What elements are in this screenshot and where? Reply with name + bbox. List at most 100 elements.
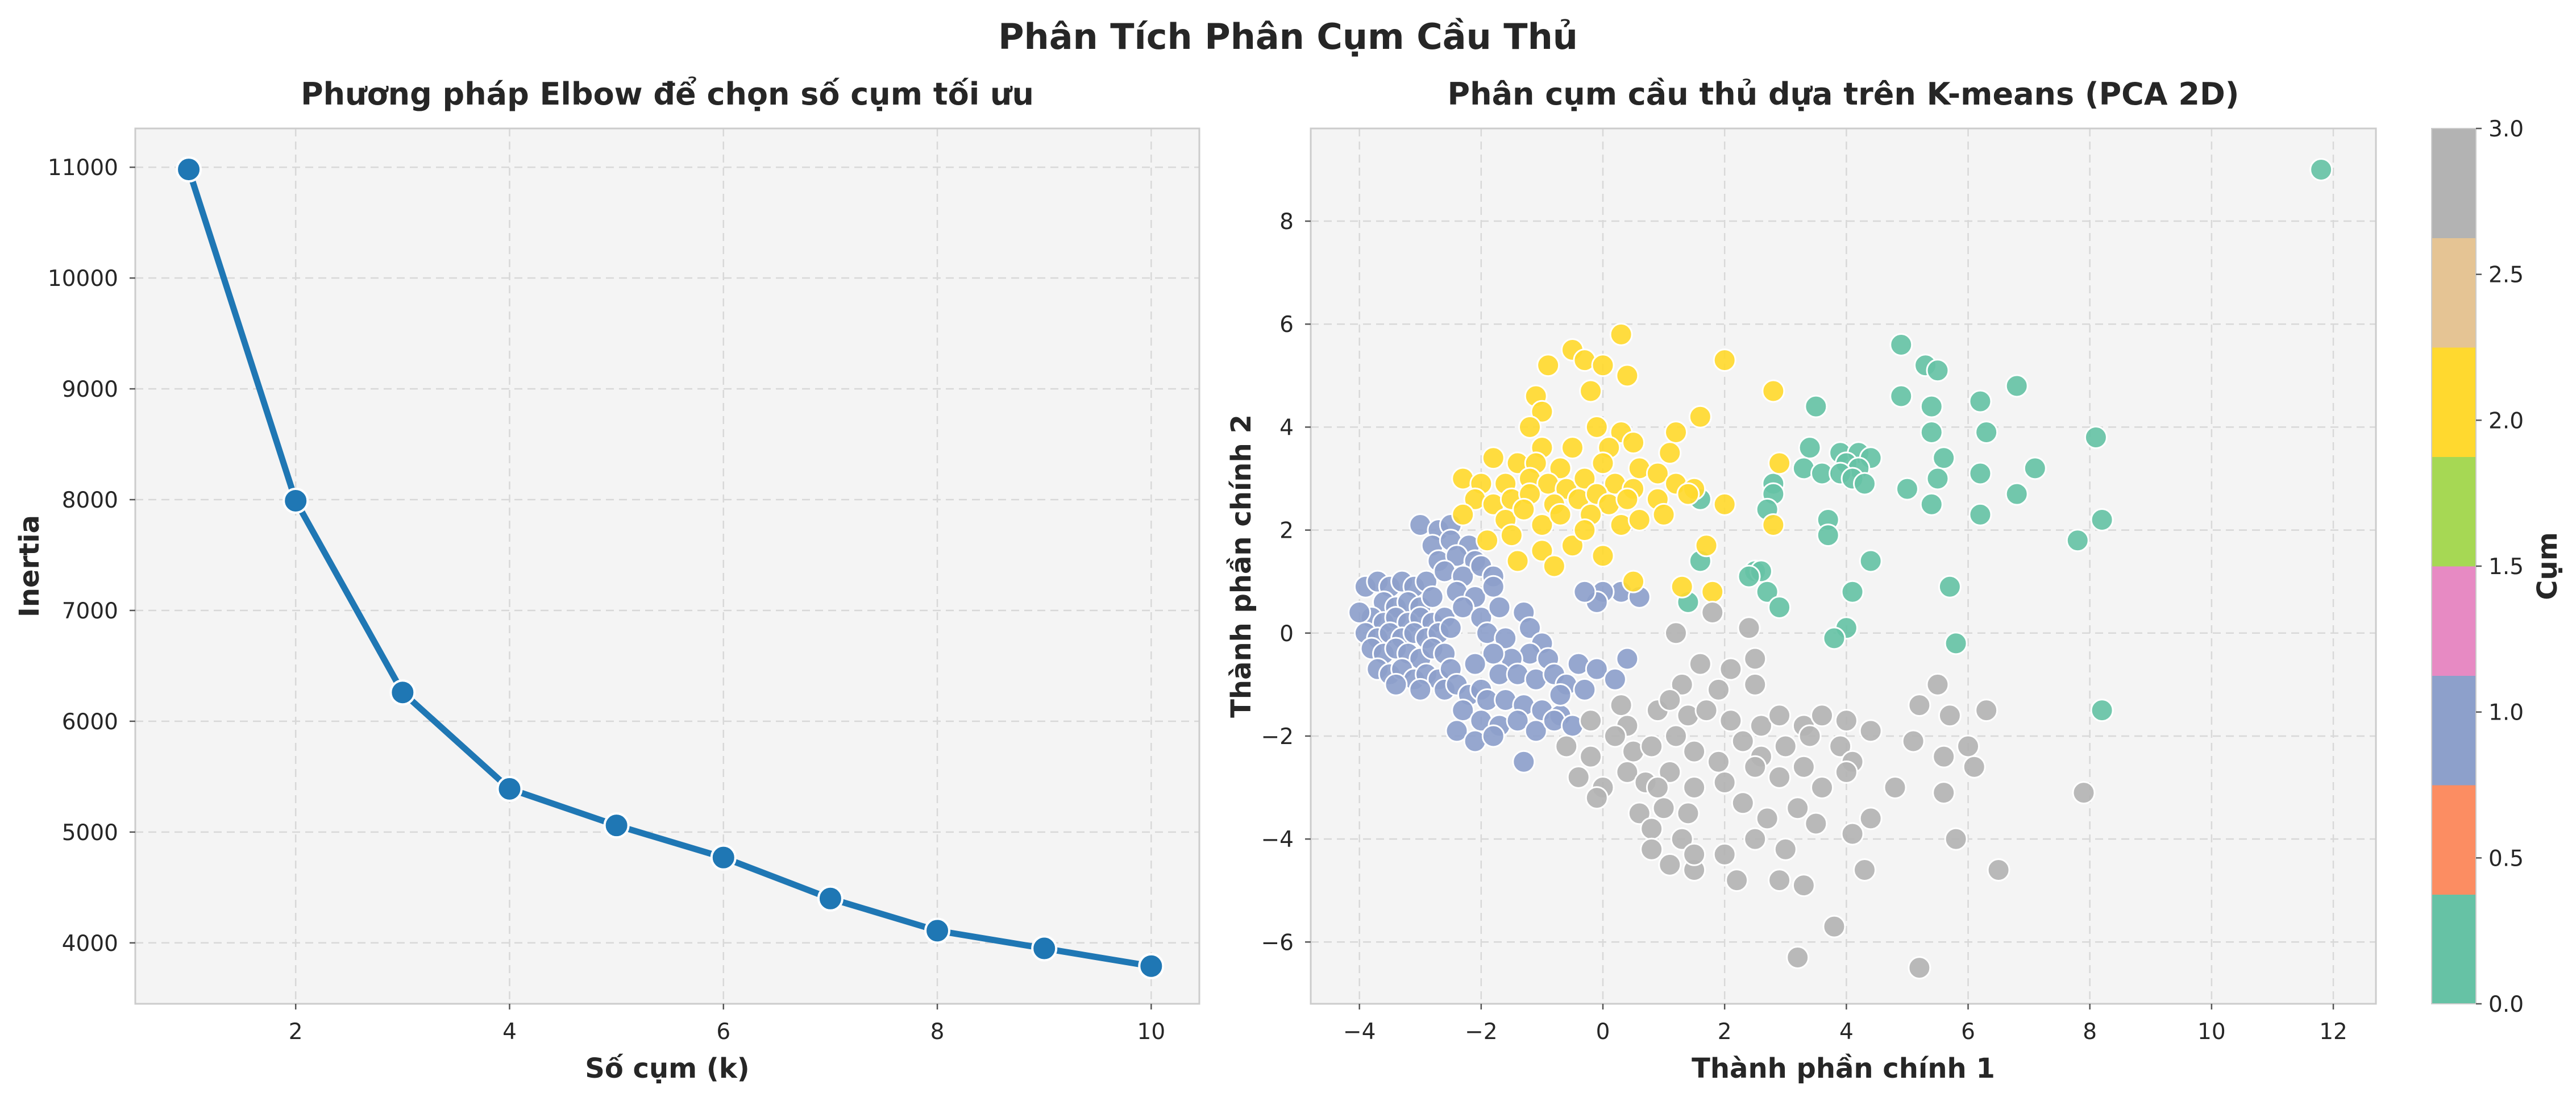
elbow-point (603, 812, 630, 839)
scatter-point-cluster-3 (1658, 853, 1682, 876)
scatter-point-cluster-3 (1755, 807, 1779, 830)
scatter-point-cluster-3 (1975, 699, 1999, 722)
elbow-y-tick-label: 5000 (62, 820, 118, 846)
scatter-point-cluster-3 (1786, 796, 1810, 820)
scatter-point-cluster-3 (1773, 734, 1797, 758)
scatter-point-cluster-2 (1615, 487, 1639, 511)
scatter-point-cluster-3 (1926, 672, 1950, 696)
scatter-point-cluster-3 (1609, 693, 1633, 717)
scatter-point-cluster-2 (1512, 497, 1536, 521)
scatter-point-cluster-1 (1524, 719, 1548, 743)
scatter-point-cluster-2 (1451, 502, 1475, 526)
scatter-point-cluster-3 (1786, 945, 1810, 969)
scatter-point-cluster-3 (1670, 672, 1694, 696)
scatter-point-cluster-2 (1676, 482, 1700, 506)
scatter-point-cluster-2 (1670, 575, 1694, 599)
scatter-point-cluster-1 (1506, 709, 1530, 733)
scatter-point-cluster-3 (1822, 915, 1846, 938)
scatter-point-cluster-2 (1646, 462, 1669, 485)
elbow-x-tick-label: 4 (502, 1019, 517, 1045)
colorbar-tick-label: 0.0 (2488, 992, 2524, 1017)
colorbar-tick-label: 3.0 (2488, 117, 2524, 142)
scatter-point-cluster-2 (1664, 420, 1688, 444)
scatter-point-cluster-3 (1682, 842, 1706, 866)
scatter-point-cluster-2 (1530, 539, 1554, 563)
scatter-point-cluster-2 (1591, 451, 1615, 475)
scatter-point-cluster-0 (1968, 389, 1992, 413)
scatter-point-cluster-3 (1792, 874, 1815, 898)
colorbar-segment (2432, 785, 2476, 895)
scatter-point-cluster-0 (1895, 477, 1919, 501)
scatter-x-tick-label: 10 (2197, 1019, 2226, 1045)
scatter-point-cluster-3 (1682, 776, 1706, 800)
scatter-y-axis-label: Thành phần chính 2 (1225, 414, 1257, 718)
scatter-y-tick-label: −6 (1261, 930, 1294, 955)
scatter-point-cluster-2 (1476, 529, 1499, 552)
scatter-point-cluster-3 (1627, 801, 1651, 825)
scatter-y-tick-label: 2 (1279, 518, 1294, 544)
scatter-point-cluster-2 (1591, 544, 1615, 568)
scatter-point-cluster-0 (1926, 359, 1950, 383)
scatter-point-cluster-3 (1658, 688, 1682, 712)
scatter-point-cluster-3 (1652, 796, 1676, 820)
scatter-point-cluster-3 (1932, 745, 1956, 768)
scatter-point-cluster-3 (1664, 621, 1688, 645)
colorbar-segment (2432, 894, 2476, 1004)
elbow-y-axis: 4000 5000 6000 7000 8000 9000 10000 11000 (48, 155, 135, 957)
scatter-point-cluster-3 (1840, 822, 1864, 846)
scatter-point-cluster-0 (1852, 472, 1876, 496)
scatter-point-cluster-1 (1463, 652, 1487, 676)
scatter-point-cluster-2 (1615, 364, 1639, 388)
scatter-point-cluster-2 (1701, 580, 1725, 604)
elbow-point (389, 679, 416, 706)
elbow-y-tick-label: 4000 (62, 931, 118, 957)
scatter-point-cluster-3 (1579, 709, 1603, 733)
scatter-point-cluster-2 (1652, 502, 1676, 526)
scatter-x-tick-label: 6 (1961, 1019, 1975, 1045)
scatter-point-cluster-0 (1859, 549, 1883, 573)
scatter-point-cluster-2 (1499, 524, 1523, 547)
colorbar-segment (2432, 347, 2476, 457)
scatter-point-cluster-3 (1682, 739, 1706, 763)
scatter-point-cluster-1 (1488, 595, 1511, 619)
scatter-x-tick-label: 0 (1596, 1019, 1610, 1045)
scatter-point-cluster-3 (1713, 770, 1736, 794)
elbow-y-tick-label: 9000 (62, 377, 118, 402)
scatter-point-cluster-0 (1737, 564, 1761, 588)
elbow-series (176, 156, 1165, 979)
scatter-point-cluster-3 (1646, 776, 1669, 800)
colorbar-segment (2432, 128, 2476, 238)
scatter-y-tick-label: 4 (1279, 415, 1294, 441)
scatter-point-cluster-3 (1804, 812, 1828, 836)
scatter-point-cluster-0 (1932, 446, 1956, 470)
scatter-point-cluster-0 (1944, 631, 1968, 655)
scatter-point-cluster-3 (1749, 714, 1773, 738)
scatter-point-cluster-0 (2309, 157, 2333, 181)
colorbar-tick-label: 0.5 (2488, 846, 2524, 871)
scatter-point-cluster-3 (1768, 704, 1792, 728)
scatter-point-cluster-3 (1834, 760, 1858, 784)
colorbar-segment (2432, 566, 2476, 676)
scatter-point-cluster-3 (1908, 956, 1931, 980)
scatter-point-cluster-3 (1731, 791, 1755, 815)
elbow-point (1031, 935, 1058, 962)
elbow-x-tick-label: 8 (930, 1019, 945, 1045)
scatter-plot-frame (1310, 127, 2377, 1005)
scatter-point-cluster-2 (1713, 348, 1736, 372)
scatter-point-cluster-3 (1859, 719, 1883, 743)
scatter-y-tick-label: 8 (1279, 209, 1294, 235)
figure-title: Phân Tích Phân Cụm Cầu Thủ (998, 16, 1578, 57)
scatter-point-cluster-1 (1445, 719, 1469, 743)
elbow-y-axis-label: Inertia (14, 515, 45, 617)
elbow-point (817, 885, 844, 912)
scatter-point-cluster-3 (1768, 765, 1792, 789)
elbow-plot-frame (134, 127, 1200, 1005)
elbow-x-tick-label: 10 (1137, 1019, 1166, 1045)
scatter-point-cluster-2 (1688, 405, 1712, 429)
scatter-point-cluster-3 (1706, 678, 1730, 701)
scatter-point-cluster-0 (1938, 575, 1962, 599)
scatter-point-cluster-2 (1560, 534, 1584, 558)
scatter-point-cluster-2 (1591, 354, 1615, 377)
kmeans-scatter-chart: Phân cụm cầu thủ dựa trên K-means (PCA 2… (1225, 76, 2377, 1085)
scatter-point-cluster-3 (1579, 745, 1603, 768)
